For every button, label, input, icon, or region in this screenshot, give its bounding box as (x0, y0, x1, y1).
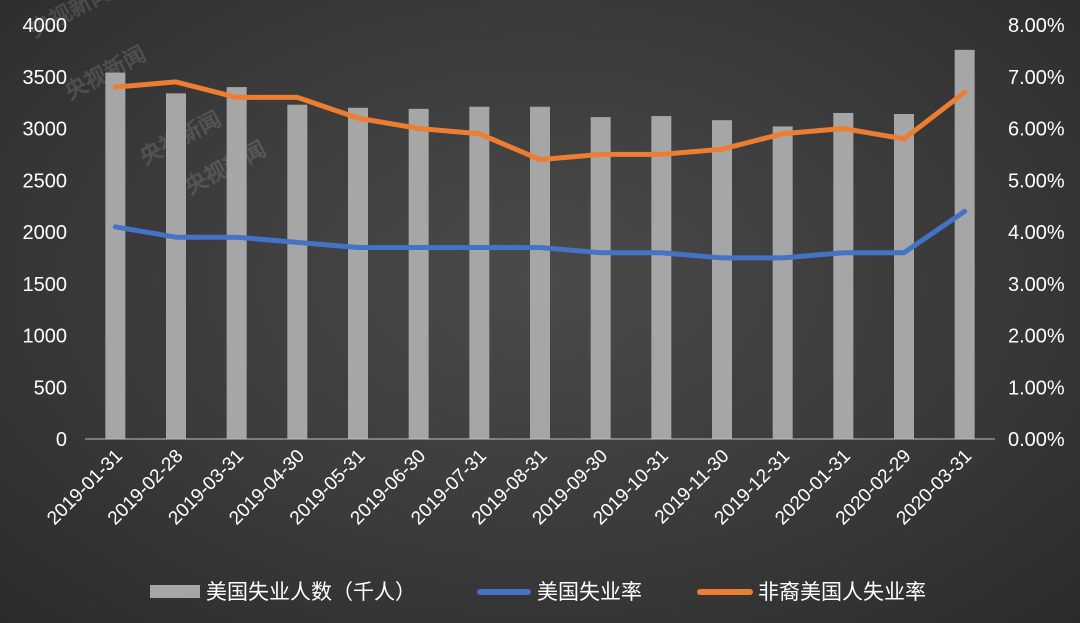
x-axis: 2019-01-312019-02-282019-03-312019-04-30… (43, 446, 976, 530)
bar-2019-05-31 (348, 107, 368, 440)
bar-2019-11-30 (712, 120, 732, 439)
line-series-group (112, 79, 968, 261)
bar-2020-02-29 (894, 114, 914, 439)
legend-label-bar: 美国失业人数（千人） (206, 580, 416, 604)
y-axis-left: 0 500 1000 1500 2000 2500 3000 3500 4000 (23, 15, 68, 451)
bar-series-group (105, 49, 975, 440)
y-left-tick-label: 3500 (23, 67, 68, 89)
y-left-tick-label: 3000 (23, 119, 68, 141)
y-left-tick-label: 500 (34, 377, 67, 399)
legend: 美国失业人数（千人） 美国失业率 非裔美国人失业率 (150, 580, 926, 604)
y-right-tick-label: 2.00% (1008, 326, 1065, 348)
legend-label-us-rate: 美国失业率 (537, 580, 642, 604)
bar-2019-10-31 (651, 116, 672, 439)
bar-2019-07-31 (469, 106, 490, 439)
y-right-tick-label: 1.00% (1008, 377, 1065, 399)
y-left-tick-label: 4000 (23, 15, 68, 37)
bar-2019-02-28 (166, 93, 186, 439)
line-black-unemployment-rate (112, 79, 968, 163)
bar-2019-12-31 (772, 126, 793, 440)
bar-2019-09-30 (590, 117, 611, 440)
bar-2019-06-30 (408, 108, 429, 440)
bar-2019-03-31 (226, 87, 247, 439)
y-left-tick-label: 2000 (23, 222, 68, 244)
y-right-tick-label: 8.00% (1008, 15, 1065, 37)
y-left-tick-label: 2500 (23, 170, 68, 192)
y-left-tick-label: 1500 (23, 274, 68, 296)
y-right-tick-label: 5.00% (1008, 170, 1065, 192)
y-left-tick-label: 0 (56, 429, 67, 451)
y-left-tick-label: 1000 (23, 326, 68, 348)
y-right-tick-label: 6.00% (1008, 119, 1065, 141)
y-right-tick-label: 7.00% (1008, 67, 1065, 89)
y-axis-right: 0.00% 1.00% 2.00% 3.00% 4.00% 5.00% 6.00% 7.00%… (1008, 15, 1065, 451)
y-right-tick-label: 3.00% (1008, 274, 1065, 296)
bar-2020-03-31 (954, 49, 975, 440)
bar-2020-01-31 (833, 112, 854, 439)
y-right-tick-label: 4.00% (1008, 222, 1065, 244)
bar-2019-04-30 (287, 104, 308, 439)
legend-swatch-bar (150, 585, 200, 598)
y-right-tick-label: 0.00% (1008, 429, 1065, 451)
line-us-unemployment-rate (112, 208, 968, 261)
bar-2019-08-31 (530, 106, 550, 439)
bar-2019-01-31 (105, 72, 126, 440)
legend-label-black-rate: 非裔美国人失业率 (758, 580, 926, 604)
